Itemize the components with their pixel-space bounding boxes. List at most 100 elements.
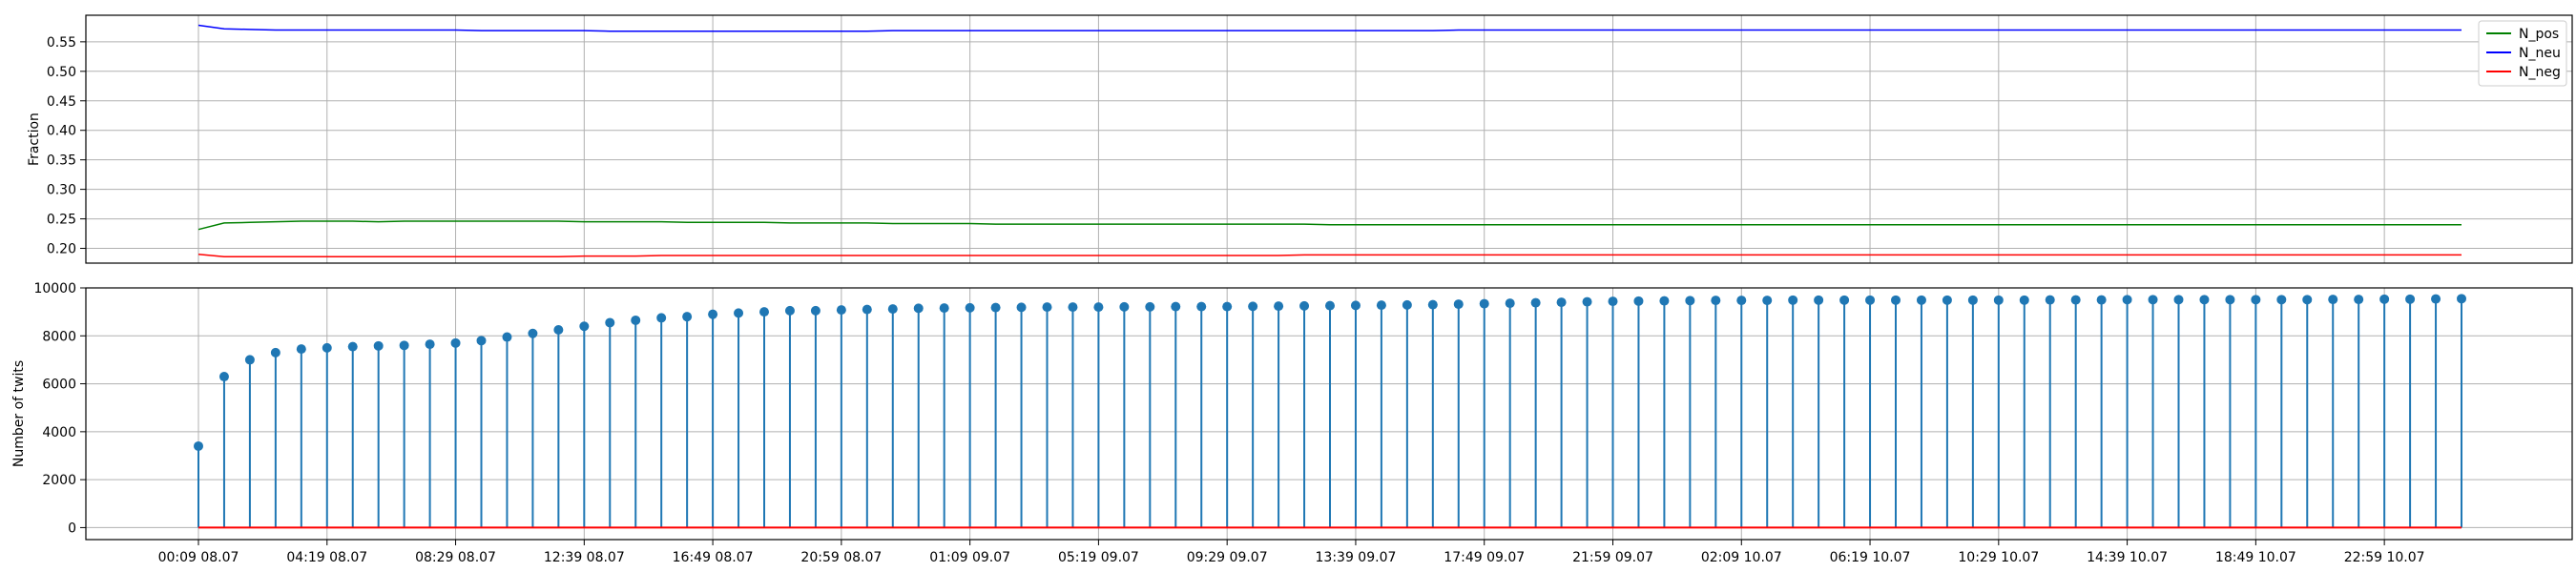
x-tick-label: 12:39 08.07	[544, 550, 625, 565]
stem-marker	[2225, 295, 2235, 305]
count-y-tick-label: 4000	[42, 425, 76, 440]
fraction-y-tick-label: 0.45	[47, 94, 76, 110]
stem-marker	[528, 328, 538, 338]
x-tick-label: 05:19 09.07	[1058, 550, 1139, 565]
series-line-n-neg	[197, 253, 2462, 257]
stem-marker	[1505, 298, 1515, 309]
stem-marker	[579, 321, 590, 332]
stem-marker	[1659, 296, 1670, 306]
time-x-ticks: 00:09 08.07 04:19 08.07 08:29 08.07 12:39 0…	[158, 540, 2425, 565]
stem-marker	[2096, 295, 2107, 305]
stem-marker	[1350, 300, 1361, 311]
stem-marker	[2045, 295, 2055, 305]
stem-marker	[270, 347, 280, 358]
stem-marker	[2328, 295, 2338, 305]
count-stems	[197, 298, 2462, 528]
stem-marker	[2457, 294, 2466, 304]
legend-box	[2478, 20, 2567, 87]
stem-marker	[862, 304, 872, 315]
x-tick-label: 02:09 10.07	[1701, 550, 1782, 565]
fraction-y-tick-label: 0.20	[47, 242, 76, 257]
x-tick-label: 20:59 08.07	[800, 550, 882, 565]
count-y-tick-label: 6000	[42, 378, 76, 393]
x-tick-label: 06:19 10.07	[1830, 550, 1911, 565]
stem-marker	[476, 336, 487, 346]
count-y-tick-label: 0	[68, 521, 76, 536]
stem-marker	[425, 339, 435, 350]
count-markers	[194, 294, 2466, 451]
fraction-y-tick-label: 0.50	[47, 65, 76, 80]
stem-marker	[2148, 295, 2158, 305]
stem-marker	[2354, 295, 2364, 305]
stem-marker	[347, 341, 358, 352]
stem-marker	[1196, 301, 1207, 312]
stem-marker	[1171, 301, 1181, 312]
stem-marker	[1325, 300, 1335, 311]
stem-marker	[759, 307, 769, 317]
stem-marker	[1839, 295, 1850, 305]
stem-marker	[2019, 295, 2029, 305]
x-tick-label: 14:39 10.07	[2087, 550, 2168, 565]
fraction-y-ticks: 0.20 0.25 0.30 0.35 0.40 0.45 0.50 0.55	[47, 35, 86, 257]
stem-marker	[1042, 302, 1052, 313]
stem-marker	[1145, 301, 1155, 312]
stem-marker	[2431, 294, 2441, 304]
stem-marker	[1967, 295, 1978, 305]
stem-marker	[1762, 296, 1773, 306]
stem-marker	[502, 332, 512, 342]
count-plot-frame	[85, 287, 2573, 541]
legend: N_pos N_neu N_neg	[2478, 20, 2567, 87]
stem-marker	[1222, 301, 1233, 312]
stem-marker	[1119, 301, 1130, 312]
stem-marker	[373, 340, 384, 351]
fraction-chart: 0.20 0.25 0.30 0.35 0.40 0.45 0.50 0.55 Fractio…	[27, 14, 2573, 264]
stem-marker	[218, 372, 229, 382]
stem-marker	[1068, 302, 1078, 313]
stem-marker	[1299, 300, 1310, 311]
fraction-y-axis-label: Fraction	[27, 112, 42, 166]
x-tick-label: 00:09 08.07	[158, 550, 239, 565]
fraction-y-tick-label: 0.30	[47, 183, 76, 198]
count-y-tick-label: 8000	[42, 329, 76, 344]
stem-marker	[2173, 295, 2184, 305]
stem-marker	[965, 302, 975, 313]
stem-marker	[1248, 301, 1258, 312]
x-tick-label: 13:39 09.07	[1316, 550, 1397, 565]
stem-marker	[244, 355, 255, 365]
stem-marker	[2199, 295, 2210, 305]
x-tick-label: 08:29 08.07	[415, 550, 496, 565]
legend-entries: N_pos N_neu N_neg	[2486, 27, 2561, 80]
stem-marker	[708, 309, 718, 319]
stem-marker	[810, 305, 821, 316]
x-tick-label: 21:59 09.07	[1572, 550, 1653, 565]
count-y-tick-label: 10000	[33, 281, 76, 296]
x-tick-label: 16:49 08.07	[673, 550, 754, 565]
stem-marker	[399, 340, 409, 351]
fraction-series-lines	[197, 24, 2462, 257]
series-line-n-neu	[197, 24, 2462, 32]
series-line-n-pos	[197, 220, 2462, 231]
stem-marker	[1402, 299, 1412, 310]
legend-label: N_neg	[2519, 65, 2561, 80]
stem-marker	[296, 344, 306, 355]
count-y-tick-label: 2000	[42, 473, 76, 488]
stem-marker	[1633, 296, 1644, 306]
stem-marker	[1993, 295, 2004, 305]
stem-marker	[605, 317, 615, 328]
count-y-axis-label: Number of twits	[11, 360, 27, 467]
stem-marker	[1479, 298, 1489, 309]
x-tick-label: 17:49 09.07	[1444, 550, 1525, 565]
stem-marker	[1453, 299, 1464, 310]
x-tick-label: 22:59 10.07	[2344, 550, 2425, 565]
stem-marker	[322, 342, 332, 353]
stem-marker	[2070, 295, 2081, 305]
stem-marker	[887, 304, 898, 315]
fraction-y-tick-label: 0.55	[47, 35, 76, 51]
stem-marker	[450, 337, 461, 348]
stem-marker	[913, 303, 924, 314]
stem-marker	[734, 308, 744, 318]
stem-marker	[2405, 294, 2416, 304]
stem-marker	[939, 303, 949, 314]
stem-marker	[836, 305, 846, 316]
